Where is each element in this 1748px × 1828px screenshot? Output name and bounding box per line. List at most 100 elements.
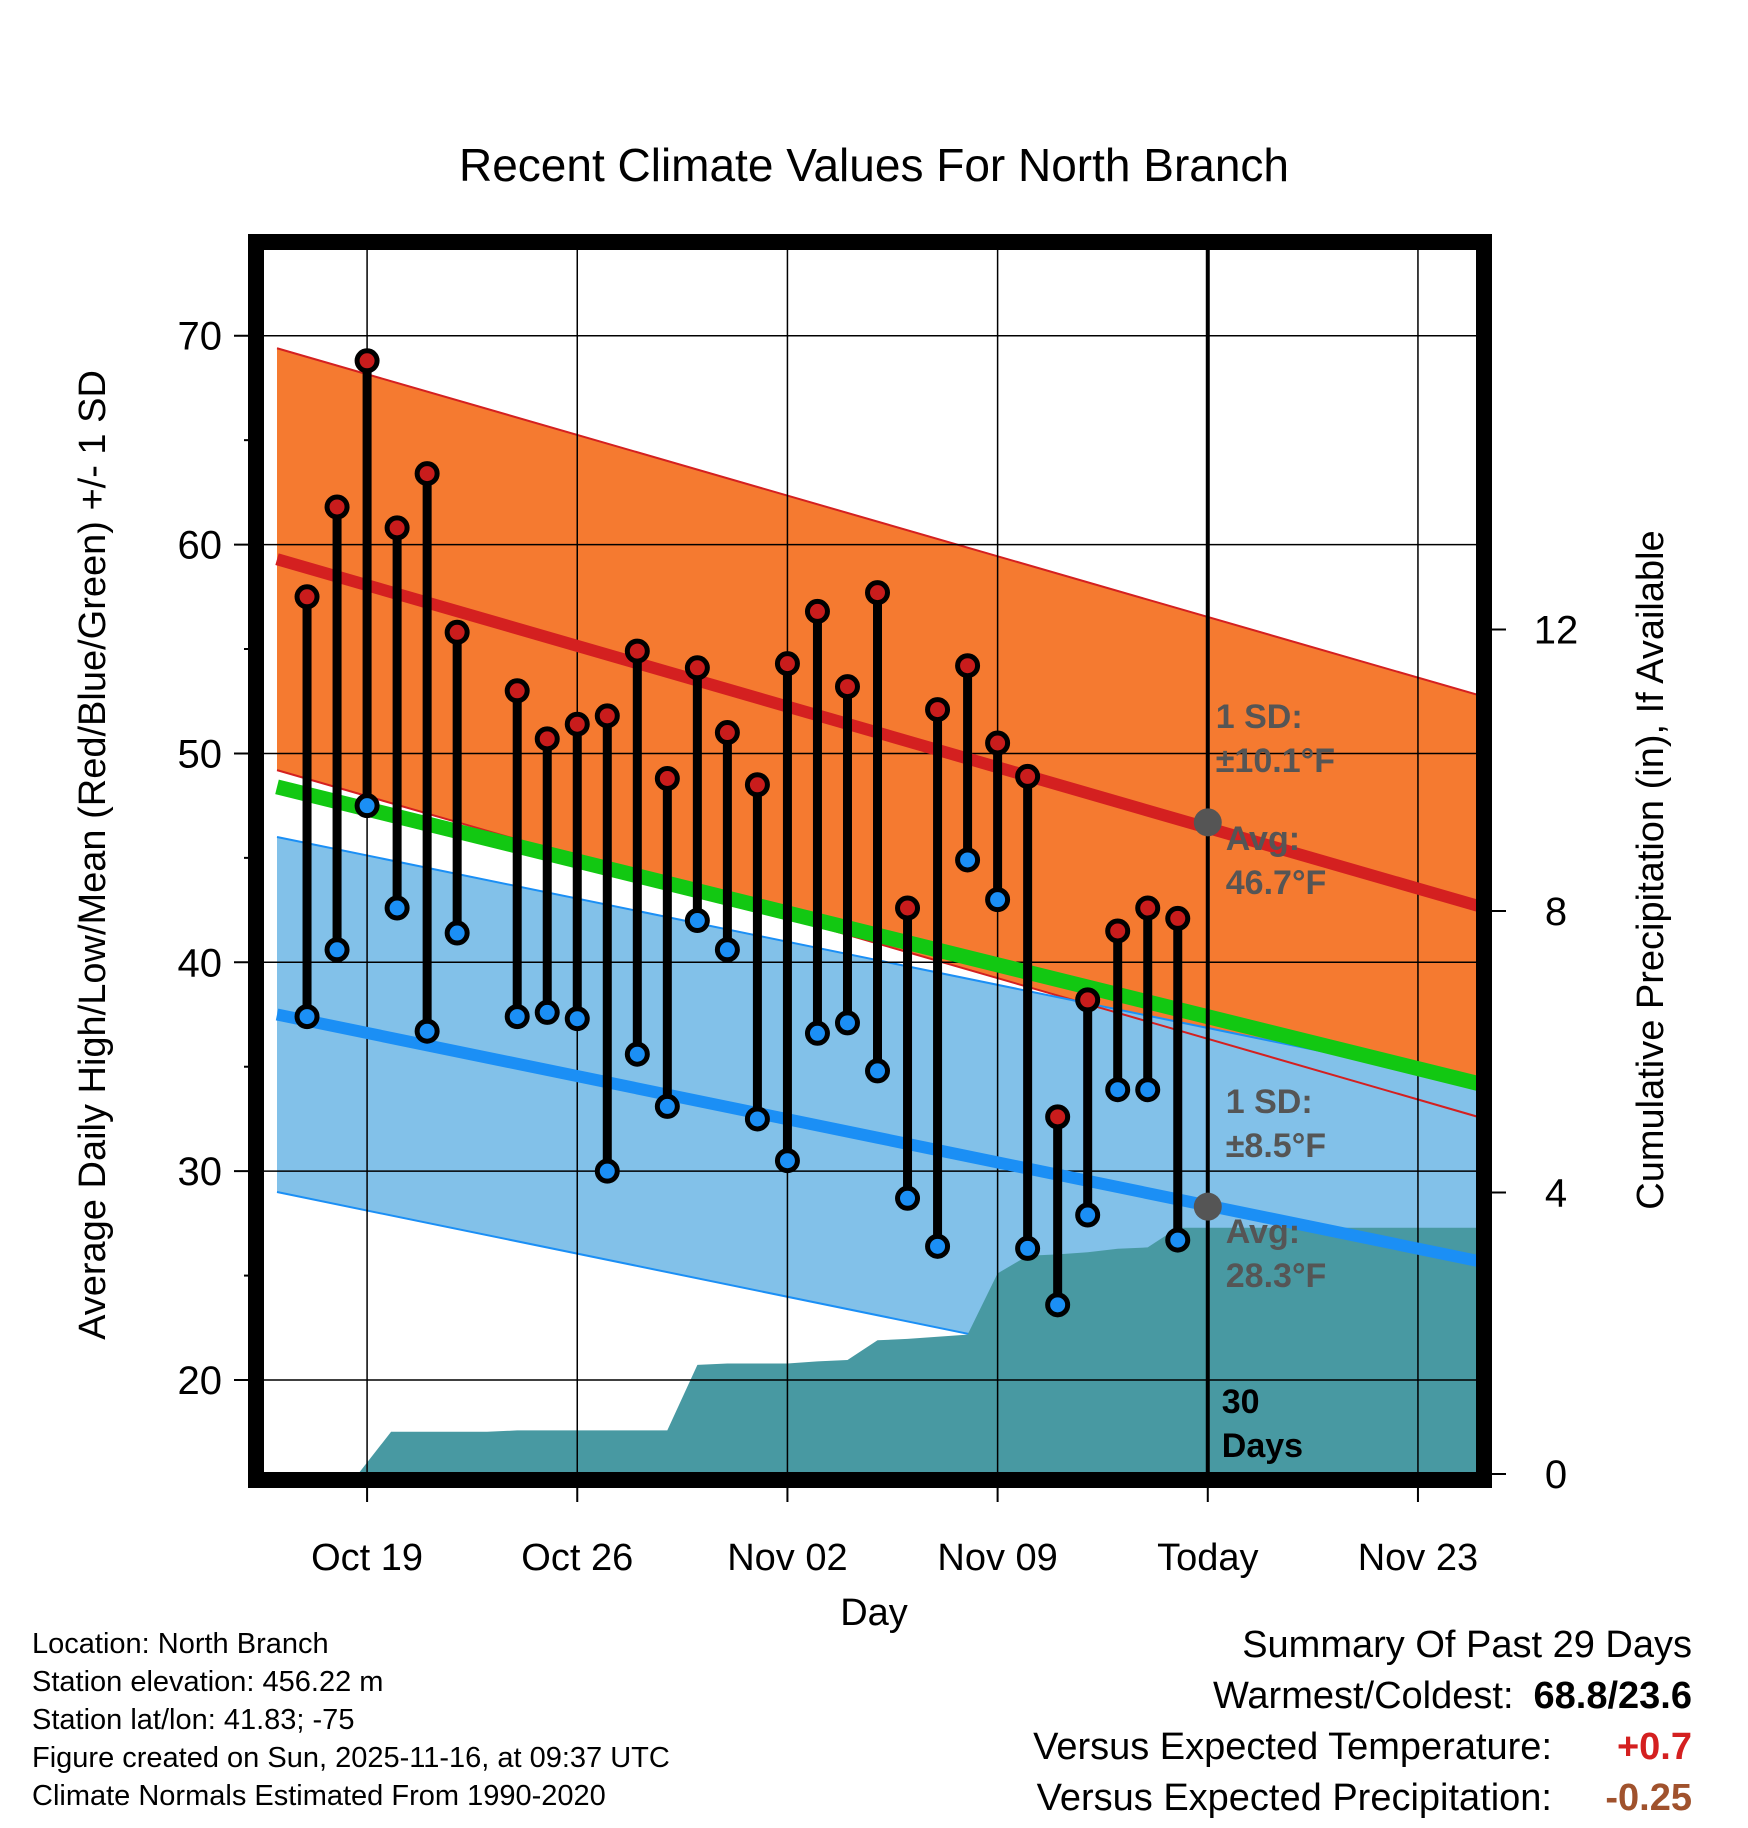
daily-low-point [925, 1233, 951, 1259]
y2-tick-label: 0 [1545, 1453, 1567, 1497]
daily-low-point [624, 1041, 650, 1067]
daily-high-point [1045, 1104, 1071, 1130]
y-axis-label: Average Daily High/Low/Mean (Red/Blue/Gr… [72, 370, 114, 1340]
y2-tick-label: 12 [1534, 608, 1579, 652]
x-tick-label: Today [1157, 1537, 1258, 1579]
daily-low-point [504, 1004, 530, 1030]
daily-high-point [294, 584, 320, 610]
summary-temp: Versus Expected Temperature: +0.7 [1033, 1722, 1692, 1773]
daily-low-point [1045, 1292, 1071, 1318]
y-tick-label: 40 [178, 941, 223, 985]
y2-tick-label: 8 [1545, 890, 1567, 934]
daily-high-point [714, 720, 740, 746]
y2-tick-label: 4 [1545, 1171, 1567, 1215]
daily-low-point [414, 1018, 440, 1044]
today-days-label: 30 Days [1222, 1383, 1303, 1465]
daily-high-point [744, 772, 770, 798]
y2-axis-label: Cumulative Precipitation (in), If Availa… [1630, 530, 1672, 1209]
warm-cold-label: Warmest/Coldest: [1212, 1675, 1514, 1717]
precipitation-area [262, 1227, 1478, 1474]
station-info: Location: North Branch Station elevation… [32, 1625, 670, 1815]
band-edge [276, 347, 1478, 696]
precip-value: -0.25 [1605, 1777, 1692, 1819]
daily-low-point [895, 1185, 921, 1211]
y-tick-label: 30 [178, 1150, 223, 1194]
daily-low-point [594, 1158, 620, 1184]
daily-high-point [865, 580, 891, 606]
daily-high-point [804, 598, 830, 624]
daily-high-point [955, 653, 981, 679]
daily-high-point [504, 678, 530, 704]
x-tick-label: Oct 26 [521, 1537, 633, 1579]
daily-high-point [895, 895, 921, 921]
daily-low-point [714, 937, 740, 963]
daily-high-point [564, 711, 590, 737]
y-tick-label: 60 [178, 524, 223, 568]
daily-high-point [384, 515, 410, 541]
high-avg-annotation: Avg: 46.7°F [1226, 820, 1327, 902]
low-normal-line [275, 1008, 1478, 1267]
low-avg-annotation: Avg: 28.3°F [1226, 1213, 1327, 1295]
daily-high-point [1105, 918, 1131, 944]
y-tick-label: 20 [178, 1359, 223, 1403]
daily-low-point [684, 908, 710, 934]
daily-high-point [414, 461, 440, 487]
daily-low-point [744, 1106, 770, 1132]
daily-high-point [684, 655, 710, 681]
daily-low-point [564, 1006, 590, 1032]
axes: 20 30 40 50 60 70 0 4 8 12 Oct 19 Oct 26 Nov 02 Nov 0… [178, 315, 1579, 1579]
daily-high-point [1135, 895, 1161, 921]
daily-low-point [294, 1004, 320, 1030]
daily-high-point [774, 651, 800, 677]
precip-label: Versus Expected Precipitation: [1036, 1777, 1552, 1819]
daily-high-point [1015, 763, 1041, 789]
latlon-text: Station lat/lon: 41.83; -75 [32, 1704, 355, 1736]
daily-high-point [834, 674, 860, 700]
daily-high-point [1165, 905, 1191, 931]
daily-high-point [534, 726, 560, 752]
daily-high-point [654, 766, 680, 792]
daily-high-point [324, 494, 350, 520]
daily-low-point [1105, 1077, 1131, 1103]
chart-title: Recent Climate Values For North Branch [459, 139, 1289, 191]
daily-low-point [1015, 1235, 1041, 1261]
daily-low-point [654, 1093, 680, 1119]
daily-low-point [444, 920, 470, 946]
daily-low-point [354, 793, 380, 819]
daily-low-point [1135, 1077, 1161, 1103]
daily-low-point [955, 847, 981, 873]
daily-low-point [534, 999, 560, 1025]
daily-low-point [804, 1020, 830, 1046]
daily-low-point [324, 937, 350, 963]
high-sd-annotation: 1 SD: ±10.1°F [1216, 698, 1335, 780]
daily-observations [294, 348, 1191, 1318]
created-text: Figure created on Sun, 2025-11-16, at 09… [32, 1742, 670, 1774]
temp-label: Versus Expected Temperature: [1033, 1726, 1552, 1768]
daily-high-point [354, 348, 380, 374]
y-tick-label: 70 [178, 315, 223, 359]
summary-warm-cold: Warmest/Coldest: 68.8/23.6 [1033, 1671, 1692, 1722]
daily-low-point [865, 1058, 891, 1084]
daily-high-point [925, 697, 951, 723]
daily-low-point [1165, 1227, 1191, 1253]
daily-low-point [985, 887, 1011, 913]
daily-high-point [444, 619, 470, 645]
daily-low-point [834, 1010, 860, 1036]
warm-cold-value: 68.8/23.6 [1533, 1675, 1692, 1717]
daily-high-point [624, 638, 650, 664]
low-sd-annotation: 1 SD: ±8.5°F [1226, 1083, 1326, 1165]
plot-border [248, 234, 1492, 1488]
daily-high-point [594, 703, 620, 729]
annotations: 1 SD: ±10.1°F Avg: 46.7°F 1 SD: ±8.5°F Avg: 28.… [1193, 698, 1335, 1465]
daily-low-point [1075, 1202, 1101, 1228]
x-tick-label: Nov 23 [1358, 1537, 1478, 1579]
daily-low-point [384, 895, 410, 921]
high-today-marker [1193, 808, 1222, 837]
precip-cumulative-area [262, 1227, 1478, 1474]
y-tick-label: 50 [178, 732, 223, 776]
daily-high-point [1075, 987, 1101, 1013]
x-axis-label: Day [840, 1592, 908, 1634]
low-today-marker [1193, 1192, 1222, 1221]
daily-high-point [985, 730, 1011, 756]
